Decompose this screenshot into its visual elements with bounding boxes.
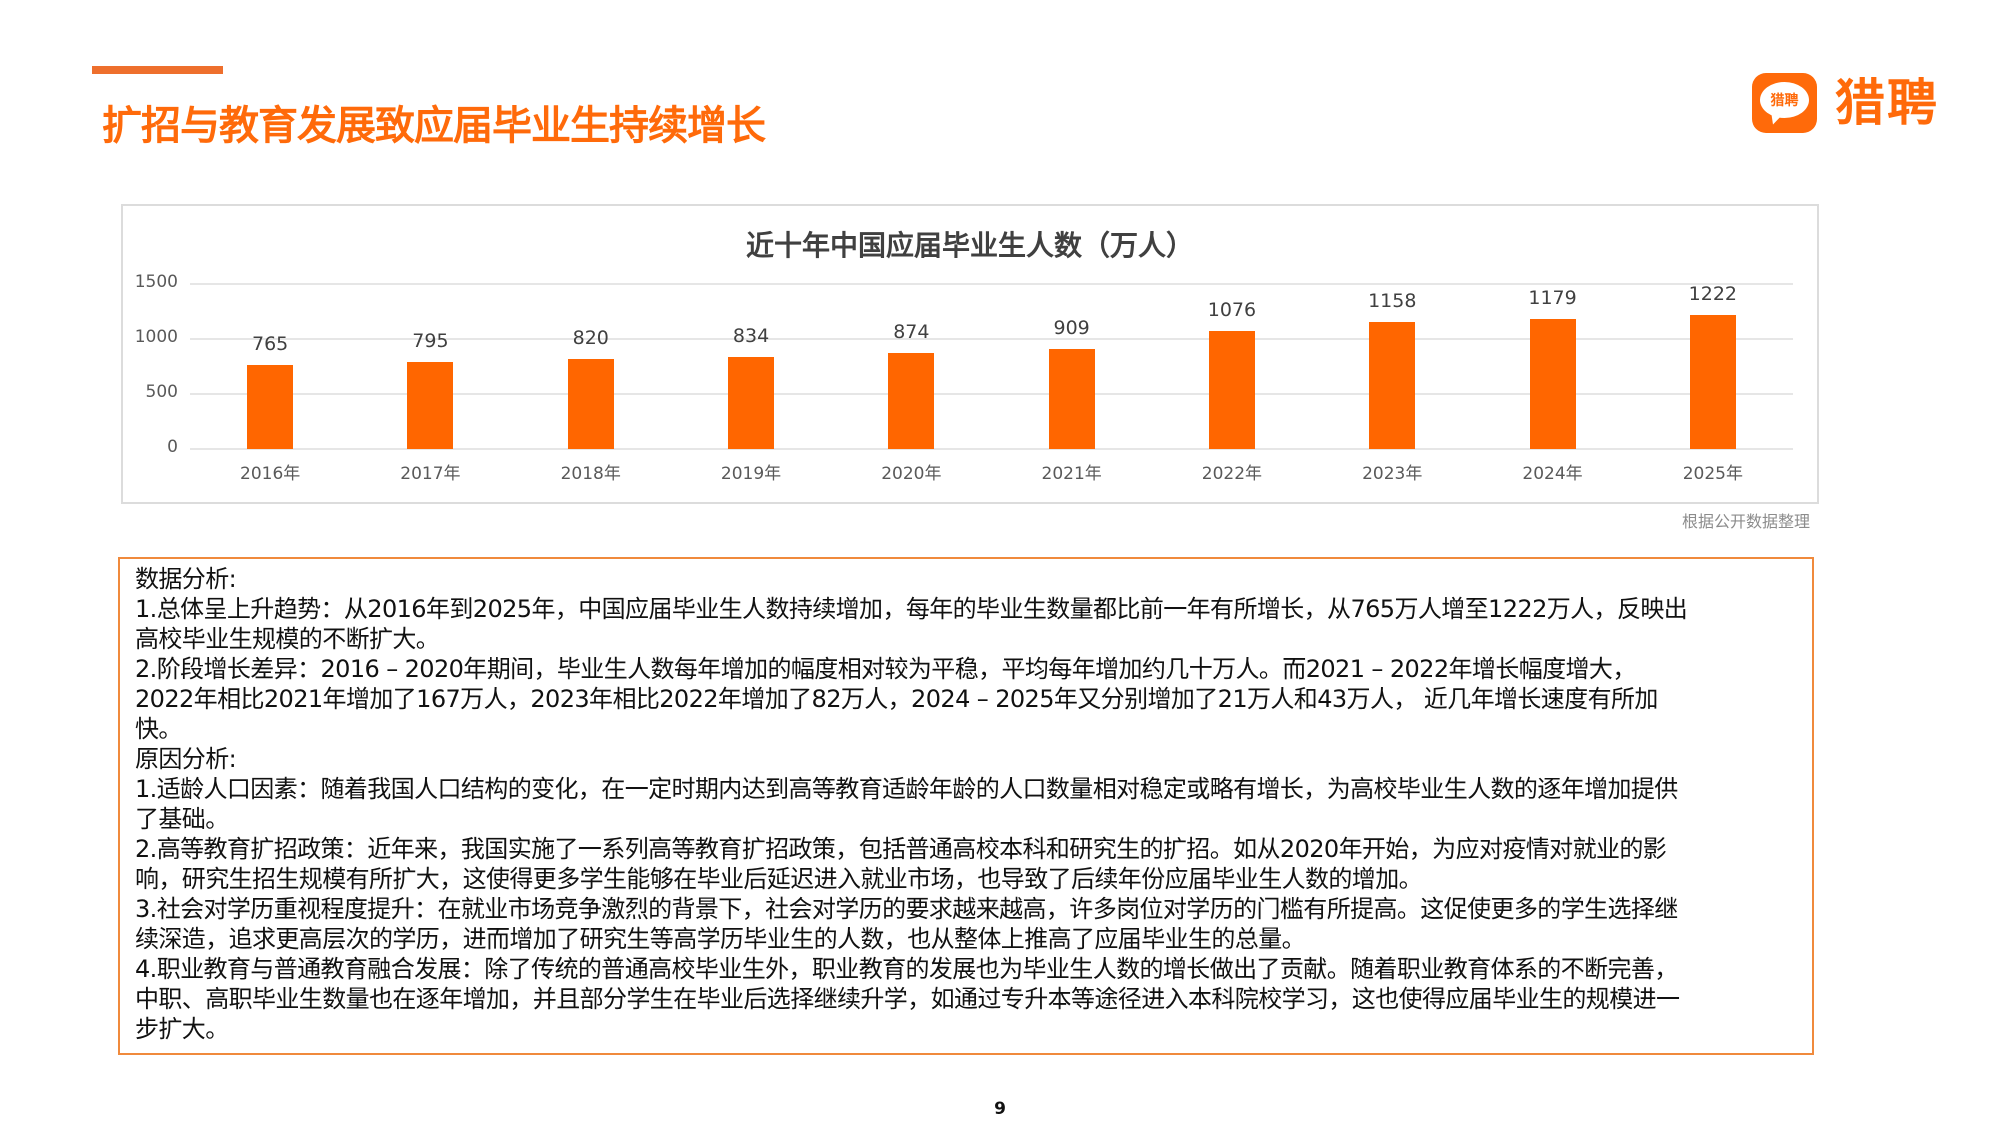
bar-2023年 bbox=[1369, 321, 1416, 449]
gridline bbox=[190, 338, 1793, 340]
analysis-line: 步扩大。 bbox=[135, 1015, 229, 1043]
source-note: 根据公开数据整理 bbox=[1681, 512, 1810, 531]
y-axis-tick-label: 0 bbox=[167, 437, 178, 457]
bubble-tail-icon bbox=[1769, 112, 1783, 126]
bar-value-label: 765 bbox=[252, 332, 289, 355]
analysis-line: 响，研究生招生规模有所扩大，这使得更多学生能够在毕业后延迟进入就业市场，也导致了… bbox=[135, 865, 1423, 893]
x-axis-category-label: 2020年 bbox=[881, 464, 942, 484]
analysis-line: 2.阶段增长差异：2016 – 2020年期间，毕业生人数每年增加的幅度相对较为… bbox=[135, 655, 1636, 683]
bar-value-label: 795 bbox=[412, 329, 449, 352]
bar-2020年 bbox=[888, 352, 935, 449]
analysis-line: 3.社会对学历重视程度提升：在就业市场竞争激烈的背景下，社会对学历的要求越来越高… bbox=[135, 895, 1678, 923]
liepin-logo: 猎聘 猎聘 bbox=[1752, 70, 1939, 136]
bar-value-label: 1076 bbox=[1207, 298, 1257, 321]
page-number: 9 bbox=[994, 1099, 1006, 1119]
bar-value-label: 834 bbox=[732, 325, 770, 348]
analysis-line: 4.职业教育与普通教育融合发展：除了传统的普通高校毕业生外，职业教育的发展也为毕… bbox=[135, 955, 1678, 983]
y-axis-tick-label: 500 bbox=[145, 382, 178, 402]
bar-value-label: 874 bbox=[893, 320, 930, 343]
gridline bbox=[190, 393, 1793, 395]
analysis-line: 快。 bbox=[135, 715, 182, 743]
x-axis-category-label: 2018年 bbox=[560, 464, 621, 484]
x-axis-category-label: 2022年 bbox=[1201, 464, 1263, 484]
analysis-line: 2.高等教育扩招政策：近年来，我国实施了一系列高等教育扩招政策，包括普通高校本科… bbox=[135, 835, 1667, 863]
x-axis-category-label: 2016年 bbox=[240, 464, 301, 484]
x-axis-category-label: 2024年 bbox=[1522, 464, 1583, 484]
bar-2019年 bbox=[728, 357, 775, 449]
chart-title: 近十年中国应届毕业生人数（万人） bbox=[745, 229, 1194, 262]
analysis-line: 1.总体呈上升趋势：从2016年到2025年，中国应届毕业生人数持续增加，每年的… bbox=[135, 595, 1688, 623]
liepin-chat-bubble-icon: 猎聘 bbox=[1752, 73, 1817, 133]
x-axis-category-label: 2017年 bbox=[400, 464, 461, 484]
bar-chart: 近十年中国应届毕业生人数（万人） 0 500 1000 1500 765 2016年 795… bbox=[121, 204, 1819, 504]
x-axis-category-label: 2019年 bbox=[720, 464, 782, 484]
gridline bbox=[190, 448, 1793, 450]
analysis-line: 中职、高职毕业生数量也在逐年增加，并且部分学生在毕业后选择继续升学，如通过专升本… bbox=[135, 985, 1680, 1013]
analysis-line: 数据分析: bbox=[135, 565, 237, 593]
bar-2018年 bbox=[567, 358, 614, 449]
analysis-line: 了基础。 bbox=[135, 805, 229, 833]
bar-2022年 bbox=[1208, 330, 1255, 449]
bar-2025年 bbox=[1689, 314, 1736, 449]
y-axis-tick-label: 1000 bbox=[134, 327, 178, 347]
bar-value-label: 1179 bbox=[1528, 287, 1577, 310]
bar-value-label: 1222 bbox=[1688, 282, 1738, 305]
analysis-line: 续深造，追求更高层次的学历，进而增加了研究生等高学历毕业生的人数，也从整体上推高… bbox=[135, 925, 1306, 953]
x-axis-category-label: 2023年 bbox=[1362, 464, 1423, 484]
logo-wordmark: 猎聘 bbox=[1835, 74, 1939, 132]
logo-bubble-text: 猎聘 bbox=[1760, 82, 1809, 118]
analysis-line: 高校毕业生规模的不断扩大。 bbox=[135, 625, 440, 653]
bar-2016年 bbox=[247, 364, 294, 449]
page-title: 扩招与教育发展致应届毕业生持续增长 bbox=[102, 103, 766, 149]
analysis-line: 原因分析: bbox=[135, 745, 237, 773]
bar-2021年 bbox=[1048, 349, 1095, 449]
analysis-line: 2022年相比2021年增加了167万人，2023年相比2022年增加了82万人… bbox=[135, 685, 1658, 713]
bar-value-label: 820 bbox=[572, 326, 609, 349]
x-axis-category-label: 2021年 bbox=[1041, 464, 1102, 484]
bar-value-label: 909 bbox=[1053, 317, 1090, 339]
gridline bbox=[190, 283, 1793, 285]
bar-value-label: 1158 bbox=[1368, 289, 1417, 312]
title-accent-bar bbox=[92, 66, 223, 74]
bar-2017年 bbox=[407, 361, 454, 449]
y-axis-tick-label: 1500 bbox=[134, 272, 178, 292]
bar-2024年 bbox=[1529, 319, 1576, 449]
analysis-line: 1.适龄人口因素：随着我国人口结构的变化，在一定时期内达到高等教育适龄年龄的人口… bbox=[135, 775, 1678, 803]
x-axis-category-label: 2025年 bbox=[1682, 464, 1743, 484]
analysis-text-box: 数据分析: 1.总体呈上升趋势：从2016年到2025年，中国应届毕业生人数持续增… bbox=[118, 557, 1814, 1055]
